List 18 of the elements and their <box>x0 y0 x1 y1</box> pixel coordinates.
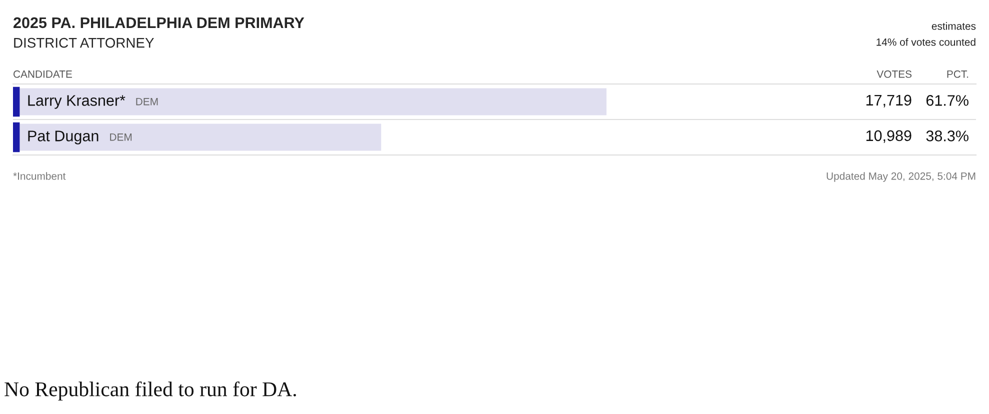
annotation: 17,719 <box>866 94 912 108</box>
annotation: DEM <box>136 98 158 106</box>
annotation: 10,989 <box>866 130 912 143</box>
text: PCT. <box>947 70 968 78</box>
chart-subtitle: DISTRICT ATTORNEY <box>14 38 154 48</box>
text: estimates <box>932 22 976 30</box>
text: *Incumbent <box>13 172 66 180</box>
text: No Republican filed to run for DA. <box>4 381 296 401</box>
text: VOTES <box>876 70 912 78</box>
chart-title: 2025 PA. PHILADELPHIA DEM PRIMARY <box>14 17 304 28</box>
y-tick-label: Larry Krasner* <box>28 95 126 109</box>
text: CANDIDATE <box>14 70 72 78</box>
annotation: DEM <box>110 134 132 141</box>
text: 14% of votes counted <box>876 38 976 46</box>
data-label: 38.3% <box>926 130 968 142</box>
y-tick-label: Pat Dugan <box>28 130 98 144</box>
text: Updated May 20, 2025, 5:04 PM <box>826 172 976 182</box>
data-label: 61.7% <box>926 95 968 106</box>
